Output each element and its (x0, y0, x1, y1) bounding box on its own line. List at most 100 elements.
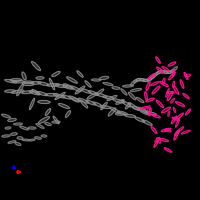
Ellipse shape (5, 79, 16, 83)
Ellipse shape (113, 99, 124, 103)
Ellipse shape (131, 80, 137, 85)
Ellipse shape (61, 95, 72, 99)
Ellipse shape (148, 106, 150, 113)
Ellipse shape (62, 85, 75, 89)
Ellipse shape (12, 90, 23, 93)
Ellipse shape (185, 74, 191, 77)
Ellipse shape (80, 100, 88, 108)
Ellipse shape (17, 84, 23, 96)
Ellipse shape (173, 86, 179, 94)
Ellipse shape (146, 98, 154, 102)
Ellipse shape (100, 105, 111, 109)
Ellipse shape (68, 96, 79, 101)
Ellipse shape (136, 97, 144, 103)
Ellipse shape (125, 103, 131, 109)
Ellipse shape (5, 90, 16, 92)
Ellipse shape (183, 93, 189, 99)
Ellipse shape (8, 141, 16, 143)
Ellipse shape (121, 100, 132, 107)
Ellipse shape (128, 92, 136, 100)
Ellipse shape (157, 138, 161, 143)
Ellipse shape (72, 98, 80, 102)
Ellipse shape (65, 111, 71, 117)
Ellipse shape (160, 71, 168, 73)
Ellipse shape (29, 91, 40, 95)
Ellipse shape (160, 81, 168, 87)
Ellipse shape (150, 82, 159, 86)
Ellipse shape (152, 114, 160, 118)
Ellipse shape (184, 72, 188, 80)
Ellipse shape (20, 126, 28, 130)
Ellipse shape (171, 116, 177, 124)
Ellipse shape (123, 85, 133, 87)
Ellipse shape (164, 129, 171, 132)
Ellipse shape (115, 113, 125, 115)
Ellipse shape (45, 93, 58, 96)
Ellipse shape (146, 112, 156, 115)
Ellipse shape (177, 127, 184, 132)
Ellipse shape (149, 108, 151, 116)
Ellipse shape (181, 130, 190, 134)
Ellipse shape (67, 77, 77, 83)
Ellipse shape (132, 106, 140, 110)
Ellipse shape (5, 127, 11, 129)
Ellipse shape (22, 82, 34, 86)
Ellipse shape (107, 95, 117, 101)
Ellipse shape (37, 92, 47, 96)
Ellipse shape (96, 93, 106, 97)
Ellipse shape (121, 89, 127, 95)
Ellipse shape (138, 107, 149, 114)
Ellipse shape (154, 141, 158, 147)
Ellipse shape (112, 87, 120, 89)
Ellipse shape (130, 89, 142, 91)
Ellipse shape (29, 139, 35, 141)
Ellipse shape (91, 79, 101, 81)
Ellipse shape (55, 92, 65, 100)
Ellipse shape (52, 121, 60, 123)
Ellipse shape (171, 67, 177, 72)
Ellipse shape (175, 119, 180, 127)
Ellipse shape (155, 137, 160, 142)
Ellipse shape (156, 100, 164, 108)
Ellipse shape (81, 89, 91, 93)
Ellipse shape (143, 79, 151, 81)
Ellipse shape (99, 76, 109, 80)
Ellipse shape (29, 98, 35, 110)
Ellipse shape (180, 80, 184, 88)
Ellipse shape (168, 62, 176, 66)
Ellipse shape (166, 92, 175, 94)
Ellipse shape (135, 117, 144, 122)
Ellipse shape (85, 81, 91, 87)
Ellipse shape (101, 102, 107, 110)
Ellipse shape (173, 81, 175, 88)
Ellipse shape (78, 98, 89, 103)
Ellipse shape (164, 148, 172, 152)
Ellipse shape (167, 70, 175, 74)
Ellipse shape (116, 100, 124, 104)
Ellipse shape (35, 137, 41, 139)
Ellipse shape (167, 91, 173, 101)
Ellipse shape (75, 86, 85, 94)
Ellipse shape (38, 117, 50, 123)
Ellipse shape (23, 81, 33, 84)
Ellipse shape (152, 86, 160, 94)
Ellipse shape (168, 111, 170, 116)
Ellipse shape (151, 73, 157, 79)
Ellipse shape (177, 113, 183, 119)
Ellipse shape (13, 80, 23, 83)
Ellipse shape (31, 61, 41, 71)
Ellipse shape (111, 108, 120, 113)
Ellipse shape (173, 107, 176, 112)
Ellipse shape (88, 91, 98, 95)
Ellipse shape (103, 82, 113, 86)
Ellipse shape (147, 76, 154, 81)
Ellipse shape (151, 127, 157, 133)
Ellipse shape (175, 102, 185, 106)
Ellipse shape (154, 71, 161, 76)
Ellipse shape (63, 84, 73, 88)
Ellipse shape (58, 103, 70, 109)
Ellipse shape (87, 93, 97, 99)
Ellipse shape (142, 120, 152, 125)
Ellipse shape (52, 71, 60, 77)
Ellipse shape (32, 89, 40, 95)
